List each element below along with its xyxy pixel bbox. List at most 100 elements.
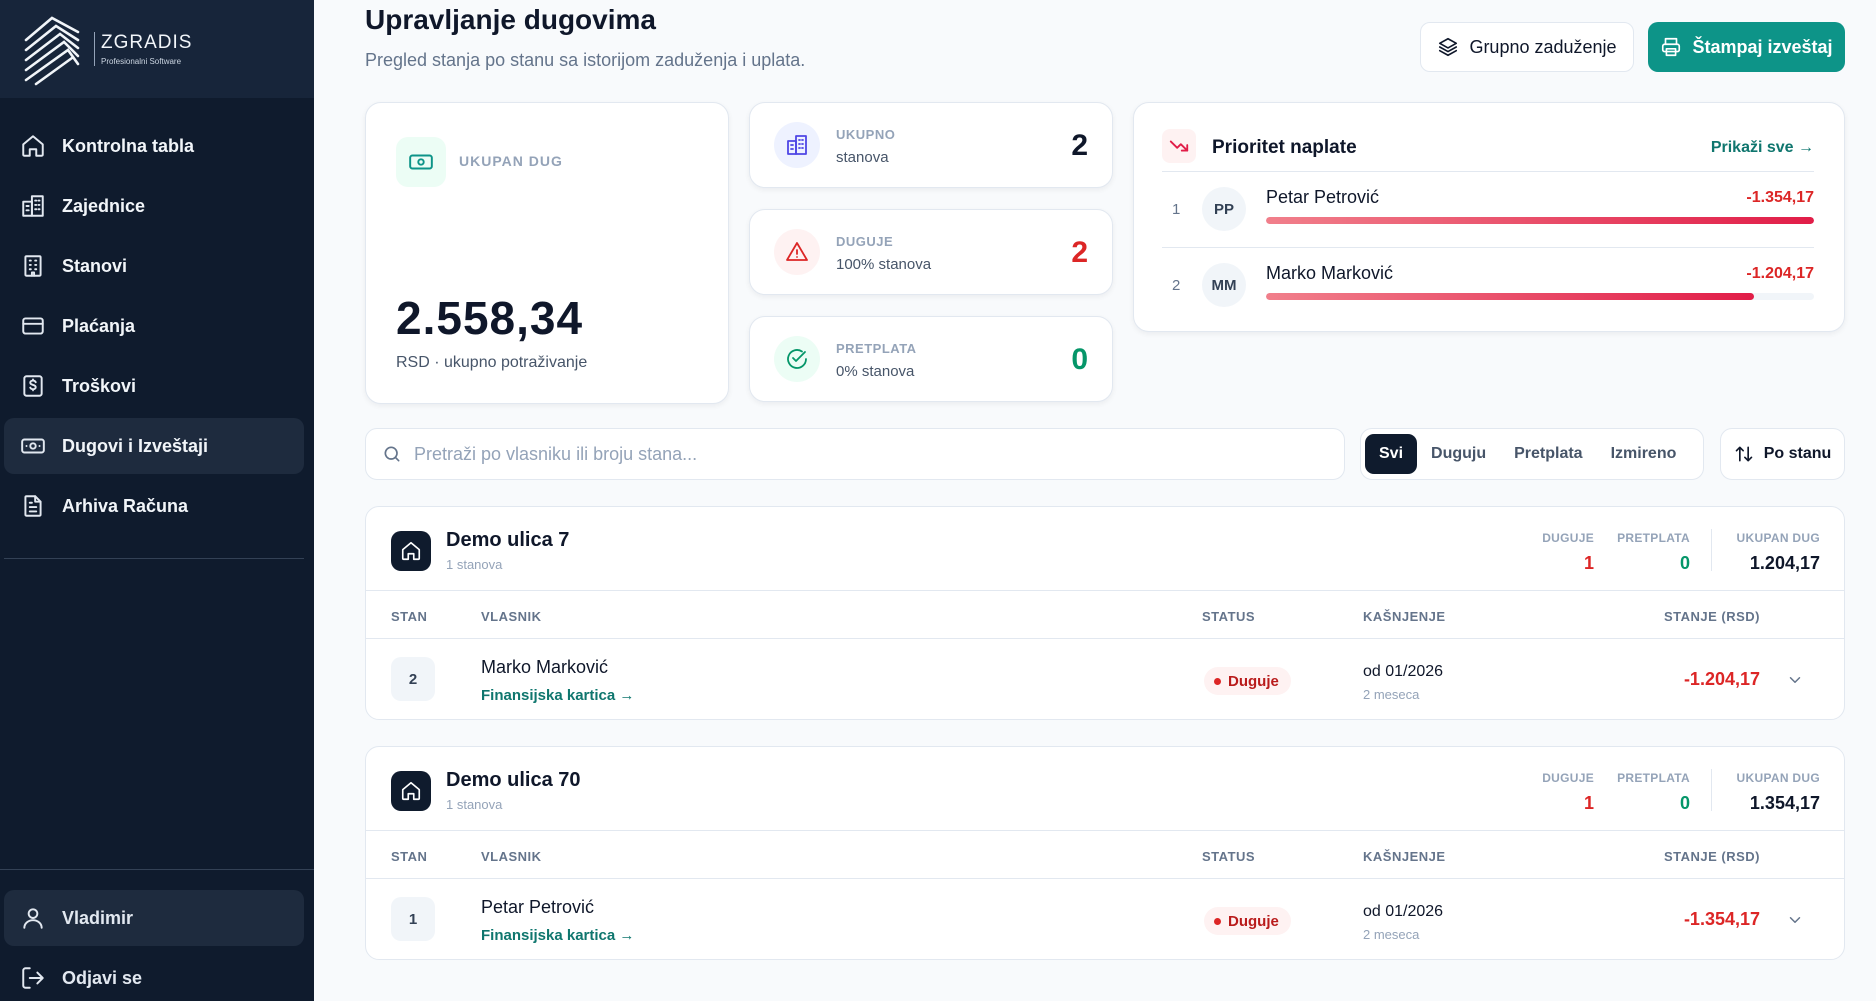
group-total-label: UKUPAN DUG [1736, 531, 1820, 545]
page-title: Upravljanje dugovima [365, 4, 656, 35]
owing-icon-box [774, 229, 820, 275]
sidebar-item-communities[interactable]: Zajednice [4, 178, 304, 234]
group-owing-stat: DUGUJE 1 [1542, 531, 1594, 574]
group-owing-stat: DUGUJE 1 [1542, 771, 1594, 814]
total-debt-caption: RSD · ukupno potraživanje [396, 354, 588, 371]
filter-owing[interactable]: Duguju [1431, 445, 1487, 462]
main-content: Upravljanje dugovima Pregled stanja po s… [314, 0, 1876, 1001]
status-dot [1214, 917, 1221, 925]
search-input[interactable] [414, 443, 1314, 465]
financial-card-link[interactable]: Finansijska kartica → [481, 927, 635, 944]
sidebar-item-apartments[interactable]: Stanovi [4, 238, 304, 294]
filter-all[interactable]: Svi [1365, 434, 1418, 474]
print-report-button[interactable]: Štampaj izveštaj [1648, 22, 1845, 72]
column-balance: STANJE (RSD) [1663, 849, 1760, 864]
sidebar-nav: Kontrolna tabla Zajednice Stanovi Plaćan… [0, 98, 314, 534]
sidebar-item-invoice-archive[interactable]: Arhiva Računa [4, 478, 304, 534]
group-charge-button[interactable]: Grupno zaduženje [1420, 22, 1634, 72]
group-total-stat: UKUPAN DUG 1.354,17 [1737, 771, 1820, 814]
unit-number: 1 [391, 897, 435, 941]
layers-icon [1439, 37, 1458, 57]
balance-value: -1.354,17 [1683, 909, 1760, 929]
priority-rank: 2 [1172, 277, 1181, 294]
prepaid-stat-sub: 0% stanova [836, 363, 915, 380]
group-prepaid-stat: PRETPLATA 0 [1617, 771, 1690, 814]
group-stat-divider [1711, 769, 1712, 811]
chevron-down-icon [1789, 917, 1801, 923]
user-name: Vladimir [62, 907, 134, 928]
table-row[interactable]: 1 Petar Petrović Finansijska kartica → D… [366, 879, 1844, 959]
owing-stat-value: 2 [1071, 236, 1088, 269]
card-icon [22, 317, 44, 335]
status-text: Duguje [1228, 912, 1279, 930]
avatar: MM [1202, 263, 1246, 307]
delay-duration: 2 meseca [1363, 927, 1420, 942]
expand-row-button[interactable] [1786, 671, 1804, 689]
priority-bar [1266, 293, 1814, 300]
buildings-icon [22, 195, 44, 217]
printer-icon [1662, 37, 1681, 57]
group-owing-label: DUGUJE [1542, 771, 1594, 785]
show-all-link[interactable]: Prikaži sve → [1710, 139, 1814, 156]
logout-button[interactable]: Odjavi se [4, 950, 304, 1001]
total-debt-card: UKUPAN DUG 2.558,34 RSD · ukupno potraži… [365, 102, 729, 404]
warning-icon [786, 242, 808, 261]
brand-logo[interactable]: ZGRADIS Profesionalni Software [0, 0, 314, 98]
sidebar-item-debts-reports[interactable]: Dugovi i Izveštaji [4, 418, 304, 474]
group-total-value: 1.354,17 [1749, 793, 1820, 813]
sidebar-item-dashboard[interactable]: Kontrolna tabla [4, 118, 304, 174]
group-total-value: 1.204,17 [1749, 553, 1820, 573]
brand-text: ZGRADIS Profesionalni Software [94, 32, 192, 66]
priority-amount: -1.354,17 [1746, 189, 1814, 206]
filter-prepaid[interactable]: Pretplata [1514, 445, 1583, 462]
status-text: Duguje [1228, 672, 1279, 690]
delay-duration: 2 meseca [1363, 687, 1420, 702]
priority-divider [1162, 171, 1814, 172]
building-group: Demo ulica 70 1 stanova DUGUJE 1 PRETPLA… [365, 746, 1845, 960]
status-badge: Duguje [1204, 667, 1291, 695]
group-stat-divider [1711, 529, 1712, 571]
group-total-label: UKUPAN DUG [1736, 771, 1820, 785]
column-unit: STAN [391, 849, 428, 864]
sidebar-item-label: Stanovi [62, 255, 128, 276]
table-row[interactable]: 2 Marko Marković Finansijska kartica → D… [366, 639, 1844, 719]
sidebar-item-payments[interactable]: Plaćanja [4, 298, 304, 354]
group-prepaid-label: PRETPLATA [1617, 531, 1690, 545]
owing-stat-label: DUGUJE [836, 234, 894, 249]
group-header[interactable]: Demo ulica 70 1 stanova DUGUJE 1 PRETPLA… [366, 747, 1844, 831]
brand-name: ZGRADIS [101, 32, 193, 53]
receipt-icon [23, 375, 43, 397]
financial-card-link[interactable]: Finansijska kartica → [481, 687, 635, 704]
user-profile-item[interactable]: Vladimir [4, 890, 304, 946]
group-prepaid-label: PRETPLATA [1617, 771, 1690, 785]
priority-rank: 1 [1172, 201, 1181, 218]
column-status: STATUS [1202, 849, 1256, 864]
avatar: PP [1202, 187, 1246, 231]
sidebar-item-label: Dugovi i Izveštaji [62, 435, 209, 456]
units-icon-box [774, 122, 820, 168]
group-owing-label: DUGUJE [1542, 531, 1594, 545]
prepaid-icon-box [774, 336, 820, 382]
sidebar-item-expenses[interactable]: Troškovi [4, 358, 304, 414]
group-header[interactable]: Demo ulica 7 1 stanova DUGUJE 1 PRETPLAT… [366, 507, 1844, 591]
total-debt-icon-box [396, 137, 446, 187]
file-icon [24, 495, 42, 517]
brand-tagline: Profesionalni Software [101, 57, 182, 66]
sidebar-item-label: Plaćanja [62, 315, 136, 336]
column-unit: STAN [391, 609, 428, 624]
total-debt-label: UKUPAN DUG [459, 153, 563, 169]
units-stat-card: UKUPNO stanova 2 [749, 102, 1113, 188]
logo-mark-icon [24, 16, 80, 86]
filter-settled[interactable]: Izmireno [1610, 445, 1677, 462]
expand-row-button[interactable] [1786, 911, 1804, 929]
priority-item[interactable]: 2 MM Marko Marković -1.204,17 [1162, 247, 1814, 321]
sidebar-item-label: Troškovi [62, 375, 137, 396]
sort-arrows-icon [1735, 446, 1753, 462]
sidebar-item-label: Kontrolna tabla [62, 135, 195, 156]
sidebar-footer: Vladimir Odjavi se [0, 869, 314, 1001]
banknote-icon [21, 438, 45, 454]
sort-button[interactable]: Po stanu [1720, 428, 1845, 480]
collection-priority-card: Prioritet naplate Prikaži sve → 1 PP Pet… [1133, 102, 1845, 332]
priority-item[interactable]: 1 PP Petar Petrović -1.354,17 [1162, 171, 1814, 245]
sidebar: ZGRADIS Profesionalni Software Kontrolna… [0, 0, 314, 1001]
